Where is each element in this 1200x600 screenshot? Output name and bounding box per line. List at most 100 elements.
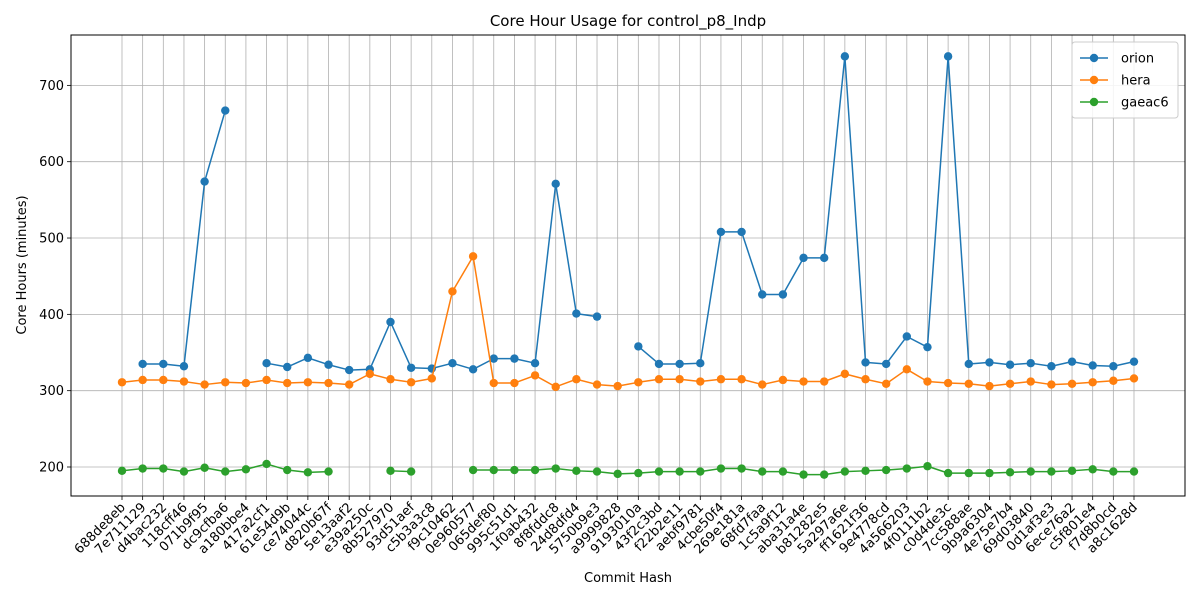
data-point-orion — [634, 342, 643, 351]
data-point-gaeac6 — [696, 467, 705, 476]
data-point-hera — [510, 378, 519, 388]
data-point-gaeac6 — [861, 466, 870, 476]
legend-marker — [1089, 97, 1099, 107]
data-point-orion — [489, 354, 498, 363]
data-point-orion — [344, 365, 354, 375]
data-point-gaeac6 — [200, 463, 209, 472]
data-point-hera — [737, 375, 746, 384]
data-point-gaeac6 — [778, 467, 788, 476]
data-point-hera — [716, 375, 726, 384]
chart-title: Core Hour Usage for control_p8_Indp — [490, 12, 766, 31]
data-point-gaeac6 — [406, 467, 416, 476]
data-point-orion — [778, 290, 788, 299]
data-point-gaeac6 — [117, 466, 127, 476]
data-point-hera — [778, 375, 788, 385]
data-point-orion — [179, 362, 189, 371]
data-point-gaeac6 — [716, 464, 726, 473]
data-point-gaeac6 — [303, 468, 313, 477]
data-point-hera — [468, 252, 478, 261]
data-point-gaeac6 — [551, 464, 560, 473]
data-point-orion — [1067, 357, 1077, 366]
data-point-orion — [592, 312, 602, 321]
data-point-gaeac6 — [221, 467, 230, 476]
data-point-orion — [303, 353, 313, 363]
data-point-orion — [200, 177, 209, 186]
data-point-orion — [283, 362, 292, 372]
data-point-hera — [634, 378, 643, 387]
data-point-gaeac6 — [386, 466, 395, 476]
data-point-orion — [675, 359, 684, 369]
series-orion — [138, 52, 1139, 375]
data-point-orion — [840, 52, 850, 61]
data-point-hera — [324, 378, 333, 388]
data-point-hera — [1088, 378, 1097, 387]
data-point-gaeac6 — [985, 468, 994, 478]
data-point-hera — [654, 375, 664, 384]
legend-label: orion — [1121, 52, 1154, 67]
data-point-hera — [758, 380, 767, 389]
data-point-hera — [386, 375, 395, 384]
legend-item-gaeac6: gaeac6 — [1080, 96, 1169, 111]
data-point-orion — [386, 317, 395, 327]
data-point-hera — [489, 378, 498, 388]
y-tick-label: 400 — [39, 308, 64, 323]
y-tick-label: 500 — [39, 232, 64, 247]
data-point-hera — [303, 378, 313, 387]
legend: orion hera gaeac6 — [1071, 41, 1179, 119]
data-point-hera — [138, 375, 147, 385]
data-point-gaeac6 — [138, 464, 147, 473]
y-axis-label: Core Hours (minutes) — [15, 195, 30, 334]
data-point-hera — [530, 371, 540, 380]
data-point-hera — [902, 365, 912, 374]
data-point-hera — [427, 374, 436, 383]
data-point-gaeac6 — [1005, 468, 1015, 477]
data-point-gaeac6 — [1088, 465, 1097, 474]
data-point-orion — [820, 253, 829, 263]
data-point-gaeac6 — [613, 469, 622, 479]
data-point-orion — [696, 358, 705, 368]
legend-item-orion: orion — [1080, 52, 1154, 67]
data-point-hera — [159, 375, 168, 385]
data-point-hera — [365, 369, 375, 379]
data-point-gaeac6 — [262, 459, 271, 469]
data-point-orion — [551, 179, 560, 189]
data-point-hera — [1067, 379, 1077, 389]
data-point-hera — [1129, 374, 1139, 383]
data-point-orion — [881, 359, 891, 369]
data-point-hera — [406, 378, 416, 387]
data-point-orion — [530, 358, 540, 368]
data-point-hera — [613, 381, 622, 391]
data-point-orion — [1026, 358, 1035, 368]
data-point-orion — [468, 365, 478, 374]
x-axis: 688de8eb7e711129d4bac232118cff46071b9f95… — [72, 496, 1141, 558]
data-point-orion — [758, 290, 767, 299]
data-point-hera — [861, 375, 870, 384]
data-point-hera — [344, 380, 354, 389]
data-point-hera — [820, 377, 829, 386]
data-point-orion — [138, 359, 147, 369]
data-point-gaeac6 — [902, 464, 912, 473]
x-axis-label: Commit Hash — [584, 571, 672, 586]
data-point-orion — [943, 52, 953, 61]
data-point-hera — [283, 378, 292, 388]
data-point-hera — [117, 378, 127, 387]
data-point-hera — [262, 375, 271, 385]
data-point-gaeac6 — [964, 468, 973, 478]
data-point-hera — [675, 375, 684, 384]
data-point-hera — [985, 381, 994, 391]
legend-box — [1071, 41, 1179, 119]
data-point-orion — [510, 354, 519, 363]
data-point-orion — [1005, 360, 1015, 369]
data-point-orion — [1088, 361, 1097, 370]
data-point-gaeac6 — [1109, 467, 1118, 476]
data-point-orion — [654, 359, 664, 369]
data-point-orion — [324, 360, 333, 369]
data-point-orion — [448, 358, 457, 368]
y-tick-label: 700 — [39, 79, 64, 94]
data-point-orion — [1109, 362, 1118, 371]
series-hera — [117, 252, 1139, 392]
data-point-orion — [1129, 357, 1139, 366]
